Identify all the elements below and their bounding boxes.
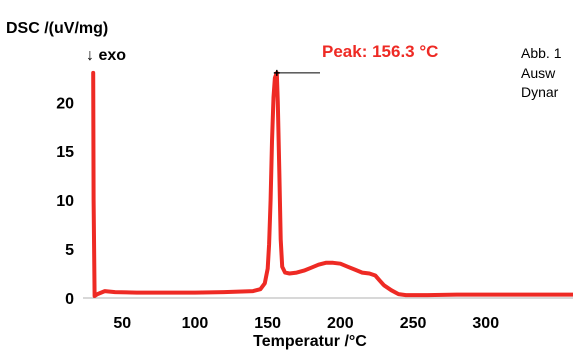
plot-area [91,69,573,298]
side-caption: Abb. 1 Ausw Dynar [521,45,562,100]
dsc-curve-series-0 [91,70,573,298]
y-tick-labels: 0 5 10 15 20 [56,95,74,308]
peak-marker [273,69,280,76]
y-tick-label: 20 [56,95,74,112]
y-tick-label: 10 [56,193,74,210]
x-tick-label: 150 [254,315,281,332]
x-tick-labels: 50 100 150 200 250 300 [113,315,499,332]
y-tick-label: 5 [65,242,74,259]
y-axis-label: DSC /(uV/mg) [6,20,108,37]
side-caption-line-3: Dynar [521,84,559,100]
x-tick-label: 100 [182,315,209,332]
x-tick-label: 300 [472,315,499,332]
x-axis-label: Temperatur /°C [253,333,367,350]
peak-label: Peak: 156.3 °C [322,42,438,61]
y-tick-label: 15 [56,144,74,161]
side-caption-line-2: Ausw [521,65,556,81]
side-caption-line-1: Abb. 1 [521,45,562,61]
x-tick-label: 50 [113,315,131,332]
y-tick-label: 0 [65,291,74,308]
exo-label: ↓ exo [86,47,126,64]
x-tick-label: 250 [400,315,427,332]
x-tick-label: 200 [327,315,354,332]
